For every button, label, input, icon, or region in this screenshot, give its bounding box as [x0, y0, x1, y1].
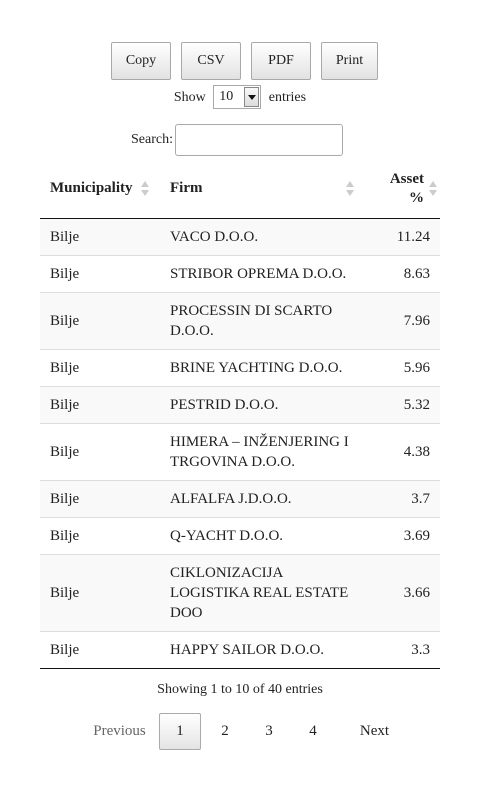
sort-icon — [346, 180, 354, 197]
search-bar: Search: — [131, 124, 343, 156]
entries-label: entries — [268, 90, 307, 105]
entries-select-value: 10 — [219, 89, 234, 104]
cell-asset: 5.96 — [365, 348, 440, 386]
table-row[interactable]: Bilje PROCESSIN DI SCARTO D.O.O. 7.96 — [40, 291, 440, 349]
page-button-2[interactable]: 2 — [221, 723, 229, 739]
cell-firm: CIKLONIZACIJA LOGISTIKA REAL ESTATE DOO — [160, 553, 365, 631]
cell-municipality: Bilje — [40, 553, 160, 631]
cell-asset: 3.7 — [365, 479, 440, 517]
export-buttons: Copy CSV PDF Print — [111, 42, 378, 80]
table-row[interactable]: Bilje STRIBOR OPREMA D.O.O. 8.63 — [40, 254, 440, 292]
show-label: Show — [173, 90, 206, 105]
cell-municipality: Bilje — [40, 348, 160, 386]
column-header-municipality[interactable]: Municipality — [40, 160, 160, 219]
table-row[interactable]: Bilje HIMERA – INŽENJERING I TRGOVINA D.O… — [40, 422, 440, 480]
table-row[interactable]: Bilje ALFALFA J.D.O.O. 3.7 — [40, 479, 440, 517]
next-page-button[interactable]: Next — [359, 723, 390, 739]
table-info: Showing 1 to 10 of 40 entries — [157, 682, 323, 697]
cell-asset: 3.69 — [365, 516, 440, 554]
length-menu: Show 10 entries — [0, 85, 480, 110]
cell-municipality: Bilje — [40, 385, 160, 423]
copy-button[interactable]: Copy — [111, 42, 171, 80]
cell-asset: 11.24 — [365, 218, 440, 255]
cell-firm: ALFALFA J.D.O.O. — [160, 479, 365, 517]
cell-firm: HIMERA – INŽENJERING I TRGOVINA D.O.O. — [160, 422, 365, 480]
column-header-asset[interactable]: Asset % — [365, 160, 440, 219]
table-row[interactable]: Bilje VACO D.O.O. 11.24 — [40, 218, 440, 255]
dropdown-arrow-icon[interactable] — [244, 87, 260, 107]
cell-municipality: Bilje — [40, 218, 160, 255]
previous-page-button[interactable]: Previous — [93, 723, 146, 739]
page-button-3[interactable]: 3 — [265, 723, 273, 739]
cell-municipality: Bilje — [40, 516, 160, 554]
table-row[interactable]: Bilje Q-YACHT D.O.O. 3.69 — [40, 516, 440, 554]
table-row[interactable]: Bilje CIKLONIZACIJA LOGISTIKA REAL ESTATE… — [40, 553, 440, 631]
cell-municipality: Bilje — [40, 630, 160, 669]
table-row[interactable]: Bilje PESTRID D.O.O. 5.32 — [40, 385, 440, 423]
page-button-1[interactable]: 1 — [159, 713, 201, 750]
cell-firm: PESTRID D.O.O. — [160, 385, 365, 423]
cell-asset: 3.66 — [365, 553, 440, 631]
page-button-4[interactable]: 4 — [309, 723, 317, 739]
search-input[interactable] — [174, 124, 343, 156]
print-button[interactable]: Print — [321, 42, 378, 80]
table-row[interactable]: Bilje HAPPY SAILOR D.O.O. 3.3 — [40, 630, 440, 669]
search-label: Search: — [131, 132, 173, 147]
csv-button[interactable]: CSV — [181, 42, 241, 80]
cell-municipality: Bilje — [40, 422, 160, 480]
cell-municipality: Bilje — [40, 291, 160, 349]
sort-icon — [429, 180, 437, 197]
pdf-button[interactable]: PDF — [251, 42, 311, 80]
cell-asset: 5.32 — [365, 385, 440, 423]
cell-firm: PROCESSIN DI SCARTO D.O.O. — [160, 291, 365, 349]
pagination: Previous 1 2 3 4 Next — [80, 713, 414, 750]
firms-table: Municipality Firm Asset % Bilje VACO D.O… — [40, 160, 440, 669]
table-header-row: Municipality Firm Asset % — [40, 160, 440, 219]
cell-firm: Q-YACHT D.O.O. — [160, 516, 365, 554]
cell-asset: 3.3 — [365, 630, 440, 669]
column-header-firm[interactable]: Firm — [160, 160, 365, 219]
cell-firm: VACO D.O.O. — [160, 218, 365, 255]
cell-asset: 7.96 — [365, 291, 440, 349]
table-row[interactable]: Bilje BRINE YACHTING D.O.O. 5.96 — [40, 348, 440, 386]
cell-municipality: Bilje — [40, 254, 160, 292]
sort-icon — [141, 180, 149, 197]
cell-asset: 8.63 — [365, 254, 440, 292]
entries-select[interactable]: 10 — [213, 85, 262, 109]
cell-firm: BRINE YACHTING D.O.O. — [160, 348, 365, 386]
cell-firm: HAPPY SAILOR D.O.O. — [160, 630, 365, 669]
cell-asset: 4.38 — [365, 422, 440, 480]
cell-firm: STRIBOR OPREMA D.O.O. — [160, 254, 365, 292]
cell-municipality: Bilje — [40, 479, 160, 517]
